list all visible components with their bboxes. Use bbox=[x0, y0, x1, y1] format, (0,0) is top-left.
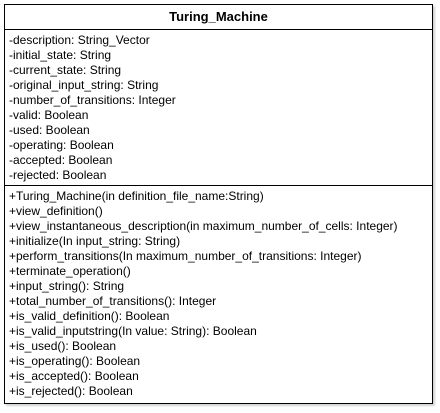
operation-initialize: +initialize(In input_string: String) bbox=[9, 234, 181, 248]
operation-view-instantaneous-description: +view_instantaneous_description(in maxim… bbox=[9, 219, 398, 233]
operation-constructor: +Turing_Machine(in definition_file_name:… bbox=[9, 189, 264, 203]
operation-total-number-of-transitions: +total_number_of_transitions(): Integer bbox=[9, 294, 217, 308]
attribute-valid: -valid: Boolean bbox=[9, 108, 89, 122]
attribute-operating: -operating: Boolean bbox=[9, 138, 114, 152]
attribute-initial-state: -initial_state: String bbox=[9, 48, 112, 62]
attributes-compartment: -description: String_Vector -initial_sta… bbox=[5, 30, 432, 186]
operation-is-accepted: +is_accepted(): Boolean bbox=[9, 369, 139, 383]
attribute-original-input-string: -original_input_string: String bbox=[9, 78, 159, 92]
operation-is-rejected: +is_rejected(): Boolean bbox=[9, 384, 133, 398]
operation-perform-transitions: +perform_transitions(In maximum_number_o… bbox=[9, 249, 362, 263]
operation-is-used: +is_used(): Boolean bbox=[9, 339, 117, 353]
operation-is-valid-inputstring: +is_valid_inputstring(In value: String):… bbox=[9, 324, 257, 338]
operation-is-operating: +is_operating(): Boolean bbox=[9, 354, 141, 368]
attribute-current-state: -current_state: String bbox=[9, 63, 122, 77]
operation-view-definition: +view_definition() bbox=[9, 204, 103, 218]
class-name: Turing_Machine bbox=[5, 5, 432, 30]
attribute-number-of-transitions: -number_of_transitions: Integer bbox=[9, 93, 176, 107]
attribute-rejected: -rejected: Boolean bbox=[9, 168, 107, 182]
attribute-description: -description: String_Vector bbox=[9, 33, 150, 47]
attribute-used: -used: Boolean bbox=[9, 123, 90, 137]
operation-terminate-operation: +terminate_operation() bbox=[9, 264, 131, 278]
attribute-accepted: -accepted: Boolean bbox=[9, 153, 113, 167]
uml-class-box[interactable]: Turing_Machine -description: String_Vect… bbox=[4, 4, 433, 404]
operations-compartment: +Turing_Machine(in definition_file_name:… bbox=[5, 186, 432, 399]
operation-input-string: +input_string(): String bbox=[9, 279, 125, 293]
operation-is-valid-definition: +is_valid_definition(): Boolean bbox=[9, 309, 170, 323]
